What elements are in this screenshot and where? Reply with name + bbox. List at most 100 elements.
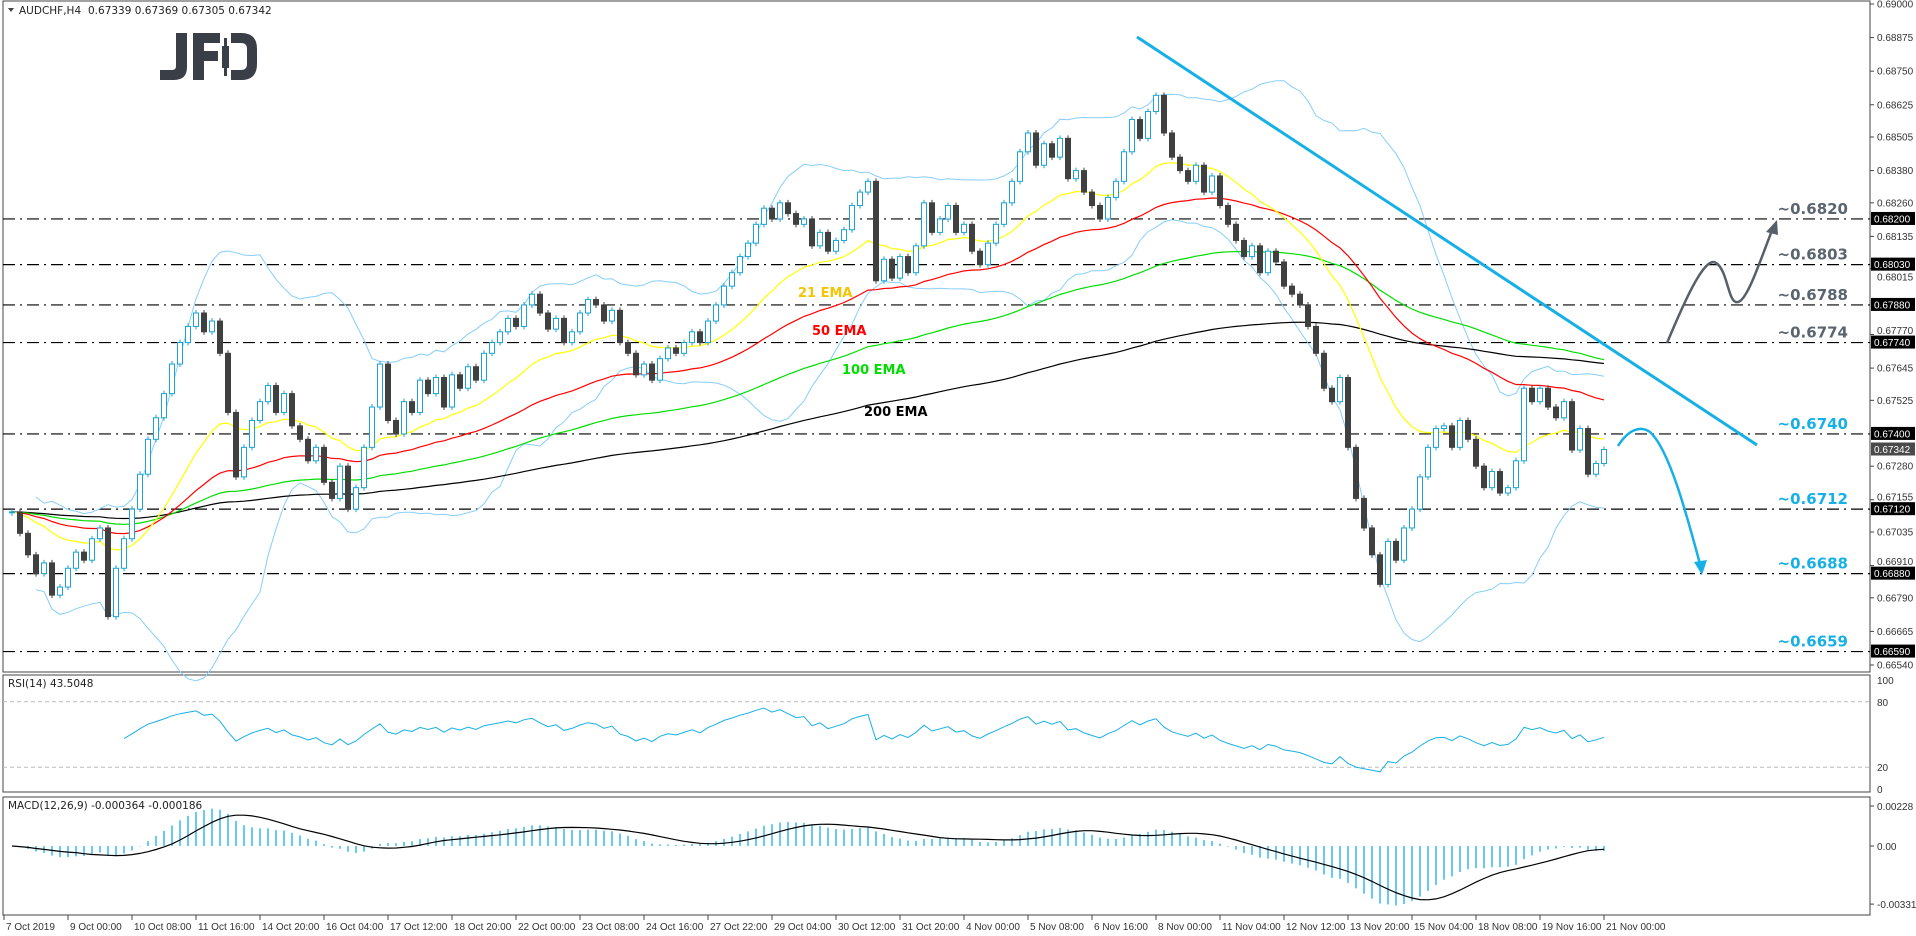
- ema21-label: 21 EMA: [798, 286, 853, 301]
- bullish-candle: [1017, 151, 1023, 182]
- bullish-candle: [713, 304, 719, 322]
- bullish-candle: [1009, 180, 1015, 204]
- level-price-tag-text: 0.67880: [1874, 300, 1911, 311]
- ema21-line: [11, 162, 1605, 551]
- y-tick-label: 0.67280: [1877, 462, 1914, 473]
- bearish-candle: [633, 352, 639, 376]
- bullish-candle: [817, 231, 823, 247]
- level-label: ~0.6803: [1778, 246, 1848, 264]
- bearish-candle: [809, 218, 815, 247]
- ema50-label: 50 EMA: [812, 324, 867, 339]
- bullish-candle: [529, 293, 535, 306]
- level-price-tag: [1871, 566, 1915, 580]
- bearish-candle: [409, 401, 415, 413]
- bullish-candle: [897, 256, 903, 279]
- bullish-candle: [145, 438, 151, 475]
- bearish-candle: [1297, 293, 1303, 306]
- bearish-candle: [329, 481, 335, 499]
- bullish-candle: [169, 363, 175, 395]
- x-tick-label: 27 Oct 22:00: [710, 922, 768, 933]
- bullish-candle: [937, 218, 943, 233]
- bearish-candle: [25, 532, 31, 556]
- x-tick-label: 10 Oct 08:00: [134, 922, 192, 933]
- bullish-candle: [1457, 419, 1463, 448]
- bullish-candle: [401, 401, 407, 435]
- bearish-candle: [1137, 119, 1143, 139]
- ema200-label: 200 EMA: [864, 405, 928, 420]
- bullish-candle: [993, 223, 999, 244]
- bullish-candle: [1145, 110, 1151, 139]
- macd-tick-label: 0.00: [1877, 842, 1897, 853]
- bearish-candle: [1049, 143, 1055, 158]
- bearish-candle: [49, 562, 55, 596]
- bullish-candle: [1025, 132, 1031, 153]
- x-tick-label: 14 Oct 20:00: [262, 922, 320, 933]
- time-axis: 7 Oct 2019 9 Oct 00:00 10 Oct 08:00 11 Oct …: [3, 915, 1666, 933]
- rsi-tick-label: 100: [1877, 676, 1894, 687]
- bullish-candle: [745, 242, 751, 258]
- bullish-candle: [961, 223, 967, 233]
- bullish-candle: [313, 446, 319, 462]
- bullish-candle: [881, 258, 887, 282]
- bearish-candle: [1569, 401, 1575, 451]
- level-price-tag: [1871, 297, 1915, 311]
- x-tick-label: 12 Nov 12:00: [1286, 922, 1346, 933]
- bullish-candle: [553, 317, 559, 330]
- bearish-candle: [1169, 132, 1175, 158]
- bullish-candle: [249, 419, 255, 448]
- bearish-candle: [1465, 419, 1471, 440]
- bullish-candle: [1057, 137, 1063, 158]
- bullish-candle: [153, 417, 159, 440]
- y-tick-label: 0.67155: [1877, 493, 1914, 504]
- x-tick-label: 19 Nov 16:00: [1542, 922, 1602, 933]
- x-tick-label: 7 Oct 2019: [6, 922, 55, 933]
- level-price-tags: 0.68200 0.68030 0.67880 0.67740 0.67400 0.671…: [1871, 211, 1915, 658]
- bearish-candle: [1545, 387, 1551, 408]
- bullish-candle: [921, 202, 927, 247]
- bullish-candle: [209, 320, 215, 333]
- x-tick-label: 16 Oct 04:00: [326, 922, 384, 933]
- bearish-candle: [1377, 554, 1383, 585]
- bullish-candle: [865, 180, 871, 193]
- bearish-candle: [1081, 170, 1087, 193]
- bullish-candle: [433, 376, 439, 395]
- level-price-tag-text: 0.66880: [1874, 569, 1911, 580]
- bearish-candle: [1089, 191, 1095, 207]
- bullish-candle: [1513, 460, 1519, 489]
- level-label: ~0.6688: [1778, 555, 1848, 573]
- bearish-candle: [233, 411, 239, 478]
- rsi-panel: [2, 674, 1871, 793]
- x-tick-label: 8 Nov 00:00: [1158, 922, 1212, 933]
- bullish-candle: [1105, 196, 1111, 220]
- level-price-tag: [1871, 335, 1915, 349]
- y-tick-label: 0.67770: [1877, 326, 1914, 337]
- bullish-candle: [569, 331, 575, 344]
- collapse-triangle-icon[interactable]: [8, 8, 14, 12]
- x-tick-label: 6 Nov 16:00: [1094, 922, 1148, 933]
- level-price-tag: [1871, 426, 1915, 440]
- bullish-candle: [257, 401, 263, 421]
- x-tick-label: 24 Oct 16:00: [646, 922, 704, 933]
- bearish-candle: [561, 317, 567, 344]
- bearish-candle: [105, 527, 111, 618]
- bullish-candle: [913, 245, 919, 274]
- bearish-candle: [1225, 205, 1231, 225]
- bearish-candle: [1273, 250, 1279, 263]
- bullish-candle: [641, 363, 647, 376]
- bullish-candle: [281, 393, 287, 413]
- y-tick-label: 0.67645: [1877, 364, 1914, 375]
- bullish-candle: [353, 487, 359, 510]
- bullish-candle: [265, 385, 271, 403]
- bearish-candle: [1361, 497, 1367, 529]
- bearish-candle: [1329, 387, 1335, 403]
- x-tick-label: 18 Oct 20:00: [454, 922, 512, 933]
- bearish-candle: [889, 258, 895, 279]
- last-price-tag: [1871, 442, 1915, 456]
- bearish-candle: [1233, 223, 1239, 241]
- bearish-candle: [1241, 239, 1247, 258]
- downtrend-line[interactable]: [1136, 35, 1758, 447]
- bullish-candle: [761, 207, 767, 225]
- bearish-candle: [1033, 132, 1039, 166]
- bearish-candle: [1185, 170, 1191, 182]
